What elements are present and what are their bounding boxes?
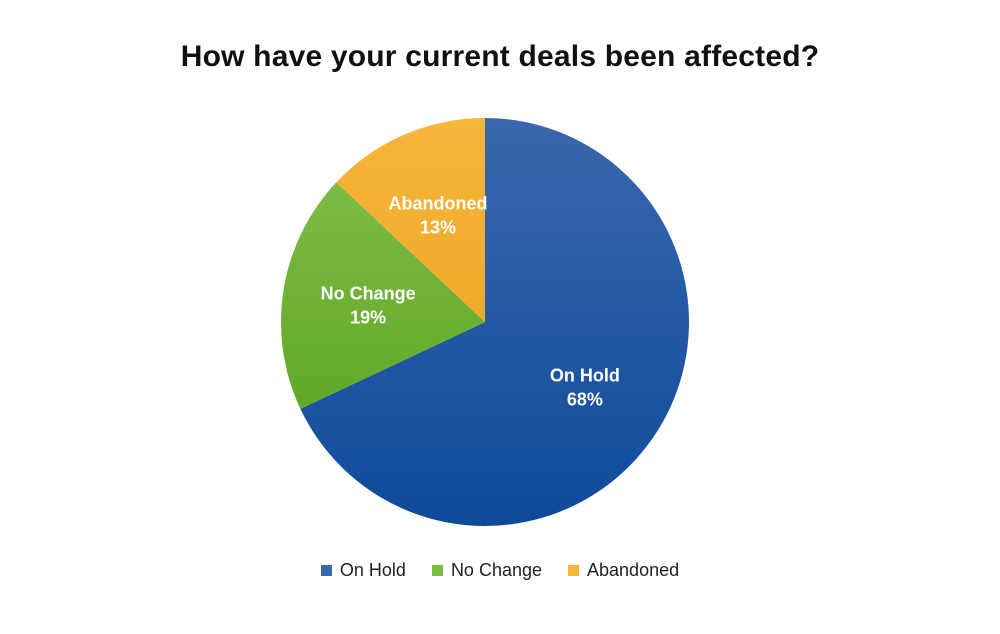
pie-slice-abandoned — [336, 118, 485, 322]
pie-slice-on-hold — [300, 118, 689, 526]
pie-labels: On Hold 68% No Change 19% Abandoned 13% — [321, 193, 620, 409]
slice-label-abandoned: Abandoned 13% — [389, 193, 488, 237]
legend-label: Abandoned — [587, 560, 680, 580]
legend-label: No Change — [450, 560, 543, 580]
chart-title: How have your current deals been affecte… — [180, 40, 820, 73]
legend-swatch — [320, 565, 332, 576]
pie-slice-no-change — [281, 182, 485, 409]
legend-swatch — [431, 565, 443, 576]
legend: On Hold No Change Abandoned — [0, 560, 1000, 581]
slice-label-on-hold: On Hold 68% — [550, 365, 620, 409]
legend-item-no-change: No Change — [431, 560, 543, 581]
slice-label-no-change: No Change 19% — [321, 283, 416, 327]
legend-swatch — [568, 565, 580, 576]
pie-slices — [281, 118, 689, 526]
legend-label: On Hold — [339, 560, 406, 580]
legend-item-abandoned: Abandoned — [568, 560, 679, 581]
legend-item-on-hold: On Hold — [320, 560, 406, 581]
